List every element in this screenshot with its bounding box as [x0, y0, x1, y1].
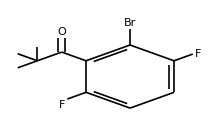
Text: O: O	[57, 27, 66, 37]
Text: Br: Br	[124, 18, 136, 28]
Text: F: F	[195, 49, 201, 59]
Text: F: F	[59, 100, 65, 110]
